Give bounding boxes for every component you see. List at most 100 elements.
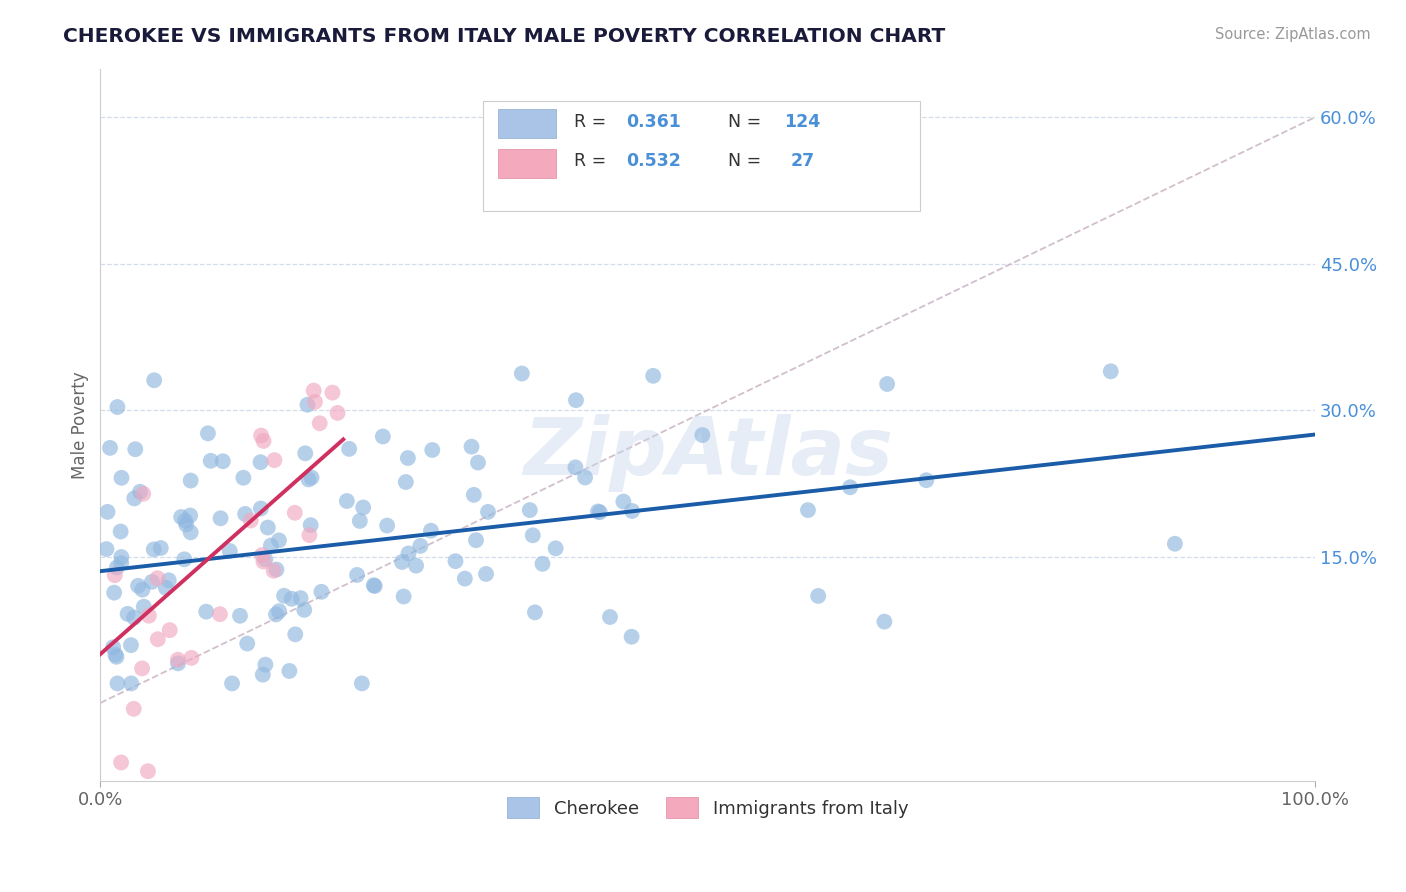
Text: ZipAtlas: ZipAtlas [523,414,893,492]
Point [122,610,145,624]
Point [179,508,201,523]
Legend: Cherokee, Immigrants from Italy: Cherokee, Immigrants from Italy [499,790,915,825]
Point [873,615,896,629]
Point [263,564,285,578]
Point [250,501,273,516]
Point [124,491,146,506]
Point [294,446,316,460]
Y-axis label: Male Poverty: Male Poverty [72,371,89,479]
Point [155,581,177,595]
Point [392,590,415,604]
Point [612,494,634,508]
Point [122,702,145,716]
Point [308,416,330,430]
Point [299,518,322,533]
Point [167,653,190,667]
Point [104,568,127,582]
Point [337,442,360,456]
Point [120,676,142,690]
Point [252,667,274,681]
Point [197,426,219,441]
Point [643,368,665,383]
Point [915,473,938,487]
Point [142,542,165,557]
Point [375,518,398,533]
Point [1099,364,1122,378]
Point [586,504,609,518]
Point [103,585,125,599]
Point [132,487,155,501]
Point [267,533,290,548]
Point [395,475,418,489]
Point [98,441,121,455]
Point [475,566,498,581]
Point [326,406,349,420]
Point [159,623,181,637]
Point [460,440,482,454]
Point [565,393,588,408]
Point [107,676,129,690]
Point [290,591,312,606]
Point [336,494,359,508]
Point [254,552,277,566]
Point [136,764,159,779]
Point [523,605,546,619]
Text: R =: R = [574,113,612,131]
Point [284,506,307,520]
Point [110,549,132,564]
Point [522,528,544,542]
Point [405,558,427,573]
Point [465,533,488,548]
Point [280,591,302,606]
Point [229,608,252,623]
FancyBboxPatch shape [482,101,920,211]
Point [263,453,285,467]
Point [797,503,820,517]
Point [127,579,149,593]
Text: Source: ZipAtlas.com: Source: ZipAtlas.com [1215,27,1371,42]
Point [157,574,180,588]
Point [301,470,323,484]
Point [129,484,152,499]
Point [273,589,295,603]
Point [302,384,325,398]
Point [138,608,160,623]
Point [254,657,277,672]
Point [250,428,273,442]
Point [120,638,142,652]
Point [510,367,533,381]
Point [264,607,287,622]
Point [141,574,163,589]
Point [180,651,202,665]
Point [96,542,118,557]
Point [346,568,368,582]
Point [200,454,222,468]
Text: N =: N = [728,153,768,170]
Point [621,504,644,518]
Text: 0.361: 0.361 [626,113,681,131]
Point [297,472,319,486]
Point [174,517,197,532]
Point [252,555,274,569]
Point [350,676,373,690]
Point [454,572,477,586]
FancyBboxPatch shape [498,149,555,178]
Point [589,505,612,519]
Point [146,571,169,585]
Point [110,524,132,539]
Point [298,528,321,542]
Point [260,539,283,553]
Point [420,442,443,457]
Text: 0.532: 0.532 [626,153,681,170]
Text: N =: N = [728,113,768,131]
Point [363,578,385,592]
Text: 124: 124 [785,113,821,131]
Point [292,603,315,617]
Point [304,395,326,409]
Point [371,429,394,443]
Point [409,539,432,553]
Point [311,584,333,599]
Point [807,589,830,603]
Point [249,455,271,469]
Point [110,471,132,485]
